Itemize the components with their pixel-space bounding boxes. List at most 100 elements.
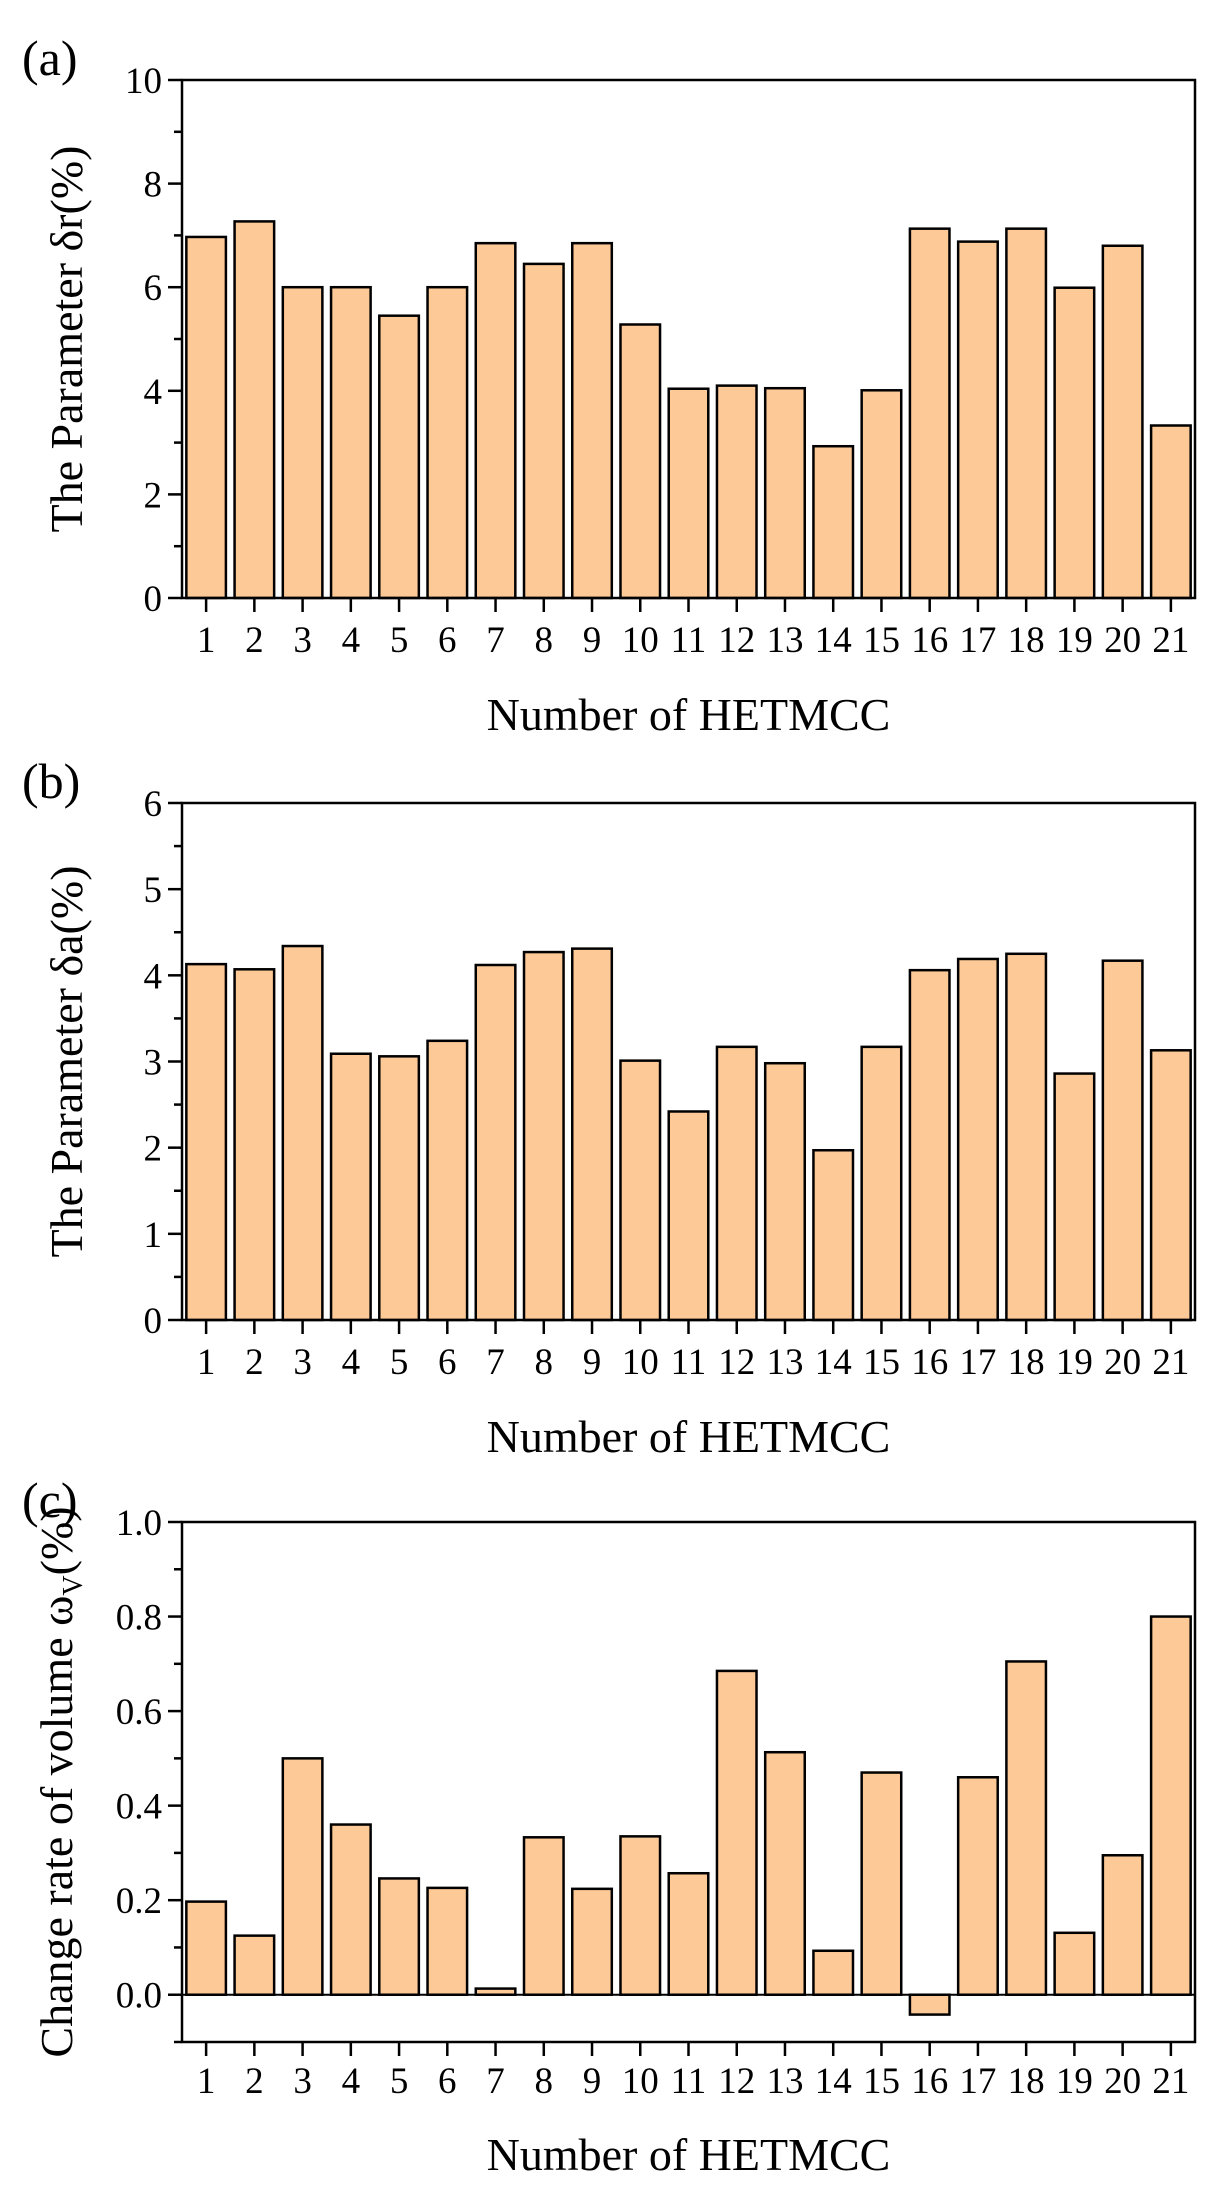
chart-panel-3: (c)0.00.20.40.60.81.01 2 3 4 5 6 7 8 9 10 11 12 13 14… bbox=[22, 1472, 1197, 2180]
bar-21 bbox=[1149, 1615, 1192, 1996]
bar-15 bbox=[860, 389, 903, 600]
x-tick-label: 9 bbox=[583, 620, 602, 661]
x-tick-label: 6 bbox=[438, 2061, 457, 2102]
bar-20 bbox=[1101, 244, 1144, 600]
y-axis-title-suffix: (%) bbox=[31, 1506, 82, 1575]
x-tick-label: 3 bbox=[293, 620, 312, 661]
bar-1 bbox=[185, 235, 228, 600]
bar-14 bbox=[812, 1949, 855, 1996]
x-tick-label: 17 bbox=[959, 620, 996, 661]
x-tick-label: 14 bbox=[815, 2061, 852, 2102]
bar-12 bbox=[715, 384, 758, 600]
bar-1 bbox=[185, 1900, 228, 1996]
x-tick-label: 14 bbox=[815, 620, 852, 661]
bar-17 bbox=[956, 240, 999, 600]
bar-3 bbox=[281, 1757, 324, 1996]
y-tick-label: 10 bbox=[125, 61, 162, 102]
bar-6 bbox=[426, 1886, 469, 1996]
bar-17 bbox=[956, 1776, 999, 1996]
x-tick-label: 1 bbox=[197, 1342, 216, 1383]
panel-label: (b) bbox=[22, 753, 80, 809]
x-tick-label: 18 bbox=[1008, 1342, 1045, 1383]
x-tick-label: 21 bbox=[1152, 2061, 1189, 2102]
y-axis-title-main: The Parameter δa(%) bbox=[41, 865, 92, 1257]
bar-11 bbox=[667, 1871, 710, 1996]
y-axis-title: Change rate of volume ωV(%) bbox=[31, 1506, 89, 2057]
x-tick-label: 15 bbox=[863, 620, 900, 661]
bar-2 bbox=[233, 968, 276, 1322]
bar-15 bbox=[860, 1771, 903, 1996]
bar-18 bbox=[1005, 952, 1048, 1322]
bar-6 bbox=[426, 285, 469, 600]
bar-15 bbox=[860, 1045, 903, 1322]
bar-21 bbox=[1149, 424, 1192, 600]
y-tick-label: 0.6 bbox=[116, 1692, 162, 1733]
x-tick-label: 6 bbox=[438, 1342, 457, 1383]
y-tick-label: 3 bbox=[144, 1043, 163, 1084]
bar-6 bbox=[426, 1039, 469, 1322]
x-tick-label: 7 bbox=[486, 1342, 505, 1383]
bar-11 bbox=[667, 1110, 710, 1322]
x-tick-label: 19 bbox=[1056, 2061, 1093, 2102]
x-tick-label: 9 bbox=[583, 2061, 602, 2102]
y-tick-label: 8 bbox=[144, 165, 163, 206]
y-axis-title-main: The Parameter δr(%) bbox=[41, 146, 92, 533]
y-axis-title: The Parameter δr(%) bbox=[41, 146, 92, 533]
x-tick-label: 13 bbox=[766, 2061, 803, 2102]
x-tick-label: 19 bbox=[1056, 1342, 1093, 1383]
x-tick-label: 16 bbox=[911, 1342, 948, 1383]
bar-4 bbox=[329, 285, 372, 600]
x-tick-label: 20 bbox=[1104, 620, 1141, 661]
y-tick-label: 0.8 bbox=[116, 1598, 162, 1639]
x-tick-label: 13 bbox=[766, 620, 803, 661]
x-tick-label: 14 bbox=[815, 1342, 852, 1383]
bar-5 bbox=[378, 314, 421, 600]
y-tick-label: 6 bbox=[144, 784, 163, 825]
x-tick-label: 2 bbox=[245, 620, 264, 661]
bar-9 bbox=[570, 947, 614, 1322]
bar-16 bbox=[908, 227, 951, 600]
bar-9 bbox=[570, 1887, 614, 1996]
bar-10 bbox=[619, 323, 662, 600]
x-tick-label: 19 bbox=[1056, 620, 1093, 661]
x-tick-label: 4 bbox=[342, 1342, 361, 1383]
bar-12 bbox=[715, 1669, 758, 1996]
y-tick-label: 5 bbox=[144, 870, 163, 911]
bar-11 bbox=[667, 387, 710, 600]
bar-13 bbox=[763, 1750, 807, 1996]
x-axis-title: Number of HETMCC bbox=[487, 1411, 891, 1462]
x-tick-label: 2 bbox=[245, 2061, 264, 2102]
bar-19 bbox=[1053, 1931, 1096, 1996]
x-tick-label: 15 bbox=[863, 2061, 900, 2102]
x-tick-label: 21 bbox=[1152, 1342, 1189, 1383]
x-tick-label: 11 bbox=[671, 2061, 707, 2102]
x-tick-label: 11 bbox=[671, 1342, 707, 1383]
y-tick-label: 0.0 bbox=[116, 1976, 162, 2017]
y-tick-label: 4 bbox=[144, 956, 163, 997]
bar-5 bbox=[378, 1877, 421, 1996]
y-tick-label: 0.4 bbox=[116, 1787, 162, 1828]
y-tick-label: 1 bbox=[144, 1215, 163, 1256]
panel-label: (a) bbox=[22, 30, 78, 86]
x-tick-label: 20 bbox=[1104, 1342, 1141, 1383]
y-tick-label: 0 bbox=[144, 579, 163, 620]
y-axis-title: The Parameter δa(%) bbox=[41, 865, 92, 1257]
y-axis-title-subscript: V bbox=[58, 1575, 89, 1595]
bar-4 bbox=[329, 1823, 372, 1996]
x-tick-label: 10 bbox=[622, 620, 659, 661]
x-tick-label: 3 bbox=[293, 1342, 312, 1383]
x-tick-label: 1 bbox=[197, 2061, 216, 2102]
y-tick-label: 0 bbox=[144, 1301, 163, 1342]
y-axis-title-main: Change rate of volume ω bbox=[31, 1596, 82, 2058]
x-tick-label: 12 bbox=[718, 1342, 755, 1383]
bar-16 bbox=[908, 968, 951, 1322]
x-tick-label: 8 bbox=[535, 2061, 554, 2102]
bar-10 bbox=[619, 1835, 662, 1996]
bar-3 bbox=[281, 944, 324, 1322]
bar-21 bbox=[1149, 1049, 1192, 1322]
x-tick-label: 1 bbox=[197, 620, 216, 661]
x-tick-label: 5 bbox=[390, 1342, 409, 1383]
